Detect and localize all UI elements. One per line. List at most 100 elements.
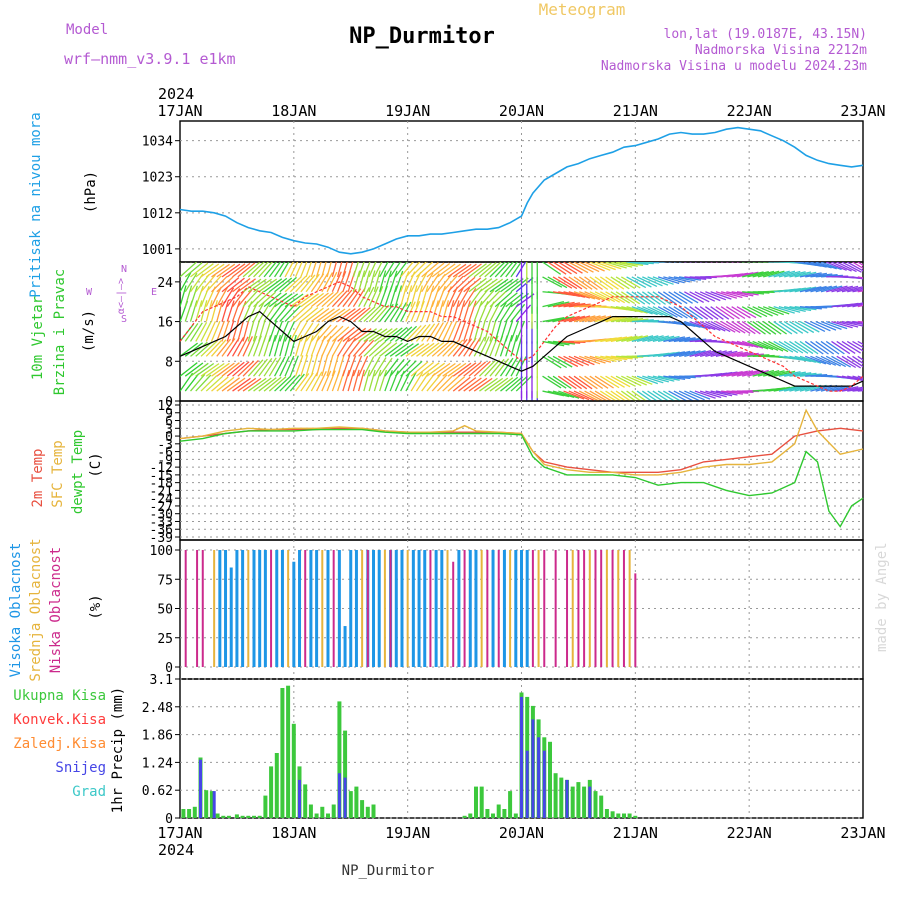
- wind-barb: [579, 355, 601, 365]
- precip-bar: [308, 804, 313, 818]
- wind-barb: [248, 262, 250, 263]
- wind-barb: [673, 350, 696, 357]
- wind-barb: [547, 375, 567, 389]
- wind-barb: [694, 262, 698, 263]
- precip-bar: [531, 719, 535, 818]
- wind-barb: [731, 291, 754, 297]
- precip-bar: [314, 813, 319, 818]
- wind-barb: [463, 277, 482, 293]
- wind-barb: [336, 354, 345, 377]
- wind-barb: [831, 355, 852, 368]
- wind-barb: [289, 275, 307, 293]
- wind-barb: [815, 262, 837, 270]
- wind-barb: [784, 306, 806, 313]
- wind-barb: [421, 342, 440, 357]
- wind-barb: [226, 277, 245, 293]
- wind-barb: [473, 360, 491, 377]
- time-tick-bottom: 19JAN: [385, 824, 430, 842]
- wind-barb: [479, 262, 481, 263]
- wind-barb: [505, 262, 518, 278]
- wind-barb: [184, 285, 193, 307]
- wind-barb: [857, 276, 863, 279]
- wind-barb: [584, 291, 606, 301]
- wind-barb: [458, 362, 477, 377]
- precip-bar: [559, 777, 564, 818]
- precip-bar: [337, 701, 342, 818]
- wind-barb: [641, 390, 659, 401]
- wind-direction-key: E: [151, 287, 157, 298]
- wind-barb: [799, 340, 819, 355]
- wind-barb: [237, 262, 239, 263]
- wind-barb: [205, 275, 222, 293]
- wind-barb: [757, 321, 777, 335]
- wind-barb: [453, 262, 455, 263]
- wind-barb: [437, 262, 439, 263]
- wind-barb: [263, 278, 283, 293]
- wind-barb: [726, 321, 746, 334]
- wind-barb: [373, 369, 382, 392]
- wind-barb: [289, 306, 307, 323]
- wind-barb: [394, 302, 407, 322]
- wind-barb: [232, 277, 251, 293]
- wind-barb: [578, 390, 600, 401]
- precip-unit: 1hr Precip (mm): [110, 687, 126, 813]
- wind-barb: [663, 375, 686, 381]
- wind-barb: [831, 285, 853, 293]
- wind-barb: [205, 362, 225, 377]
- wind-barb: [474, 262, 475, 263]
- wind-barb: [857, 389, 863, 392]
- wind-barb: [210, 300, 218, 322]
- value-tick-label: 0: [165, 395, 173, 410]
- wind-barb: [331, 262, 338, 278]
- value-tick-label: 12: [157, 399, 173, 414]
- wind-barb: [274, 293, 293, 308]
- wind-barb: [421, 285, 429, 307]
- wind-barb: [663, 336, 686, 343]
- wind-barb: [573, 315, 596, 323]
- wind-barb: [379, 262, 389, 278]
- time-tick-bottom: 18JAN: [271, 824, 316, 842]
- wind-barb: [515, 304, 532, 322]
- wind-barb: [600, 291, 621, 303]
- wind-barb: [436, 300, 444, 322]
- precip-bar: [513, 813, 518, 818]
- wind-barb: [605, 390, 622, 401]
- value-tick-label: 1001: [142, 243, 173, 258]
- value-tick-label: -33: [150, 515, 173, 530]
- wind-barb: [468, 337, 481, 357]
- wind-barb: [783, 321, 804, 334]
- wind-barb: [857, 290, 863, 293]
- wind-barb: [389, 270, 398, 292]
- wind-barb: [820, 355, 841, 367]
- wind-barb: [579, 262, 600, 273]
- wind-barb: [841, 320, 863, 327]
- wind-barb: [657, 375, 680, 381]
- wind-barb: [421, 272, 434, 293]
- wind-barb: [442, 300, 450, 322]
- wind-barb: [836, 386, 859, 392]
- wind-barb: [783, 340, 804, 354]
- wind-barb: [857, 304, 863, 308]
- wind-barb: [684, 306, 703, 320]
- wind-barb: [484, 262, 502, 278]
- wind-barb: [589, 375, 609, 389]
- wind-barb: [342, 369, 350, 392]
- wind-barb: [694, 320, 716, 331]
- wind-barb: [305, 371, 319, 392]
- wind-barb: [494, 291, 513, 308]
- wind-barb: [368, 286, 379, 307]
- wind-barb: [310, 262, 317, 278]
- wind-barb: [631, 291, 651, 305]
- wind-barb: [599, 375, 620, 389]
- wind-barb: [200, 340, 218, 357]
- wind-barb: [721, 370, 743, 377]
- wind-barb: [689, 349, 712, 357]
- wind-barb: [247, 335, 258, 357]
- value-tick-label: 1012: [142, 207, 173, 222]
- precip-bar: [604, 809, 609, 818]
- wind-barb: [836, 340, 856, 354]
- wind-barb: [673, 390, 694, 401]
- wind-barb: [505, 292, 524, 308]
- wind-barb: [715, 390, 738, 396]
- wind-barb: [479, 278, 498, 293]
